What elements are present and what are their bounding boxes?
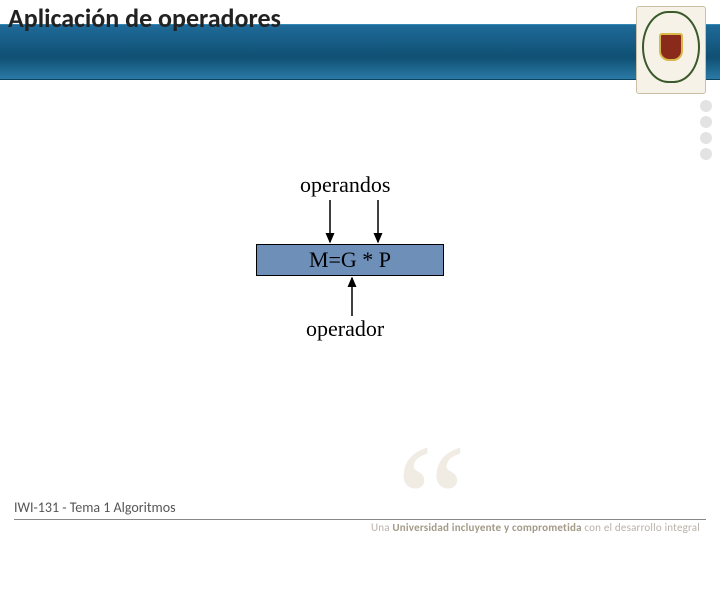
footer-course-code: IWI-131 - Tema 1 Algoritmos: [14, 499, 176, 516]
crest-wreath: [642, 11, 700, 83]
footer-tag-tail: con el desarrollo integral: [582, 521, 700, 534]
footer-tagline: Una Universidad incluyente y comprometid…: [371, 521, 700, 534]
footer-tag-plain: Una: [371, 521, 392, 534]
dot-icon: [700, 116, 712, 128]
crest-shield: [659, 33, 683, 61]
dot-icon: [700, 132, 712, 144]
expression-box: M=G * P: [256, 244, 444, 276]
decorative-dots: [700, 100, 712, 160]
dot-icon: [700, 148, 712, 160]
slide-title: Aplicación de operadores: [8, 2, 281, 34]
university-crest: [636, 6, 706, 94]
operator-label: operador: [306, 316, 384, 342]
decorative-quote-icon: “: [396, 420, 467, 580]
footer-divider: [14, 519, 706, 520]
operands-label: operandos: [300, 172, 390, 198]
dot-icon: [700, 100, 712, 112]
footer-tag-bold: Universidad incluyente y comprometida: [392, 521, 581, 534]
